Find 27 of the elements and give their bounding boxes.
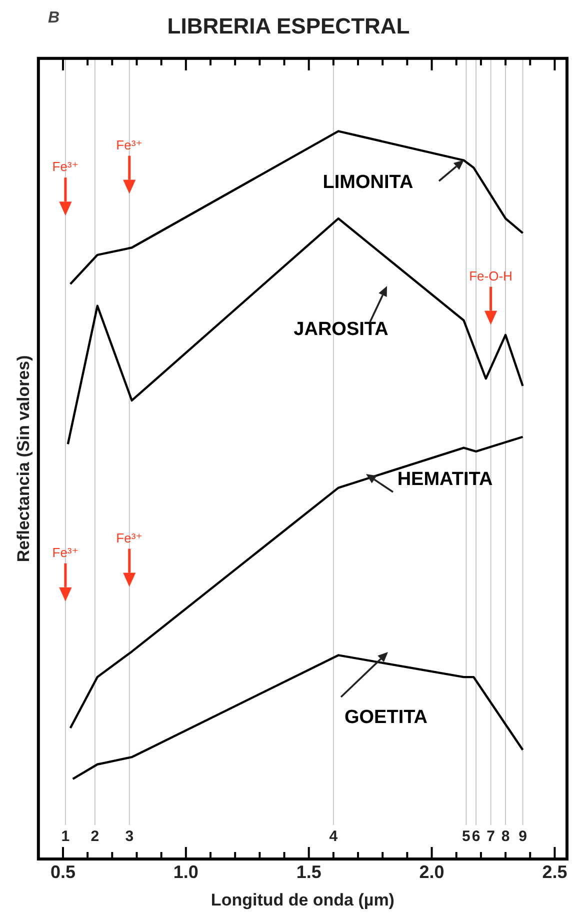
x-tick-label: 0.5 [50, 862, 76, 882]
x-tick-label: 2.0 [419, 862, 444, 882]
annotation: Fe³⁺ [52, 159, 79, 174]
annotation: Fe³⁺ [116, 530, 143, 546]
annotation: 6 [472, 828, 480, 846]
annotation: 2 [90, 828, 100, 846]
chart-title: LIBRERIA ESPECTRAL [167, 13, 410, 38]
series-label: GOETITA [344, 707, 428, 728]
annotation: 9 [518, 828, 527, 846]
annotation: 8 [501, 828, 510, 846]
series-label: HEMATITA [397, 469, 493, 490]
annotation: 7 [486, 828, 495, 846]
annotation: 1 [61, 828, 70, 846]
text: JAROSITA [294, 319, 389, 340]
annotation: Fe-O-H [469, 268, 512, 284]
annotation: 5 [462, 828, 470, 846]
x-tick-label: 1.5 [296, 862, 322, 882]
x-axis-title: Longitud de onda (µm) [210, 890, 394, 910]
annotation: 4 [329, 828, 338, 846]
annotation: Fe³⁺ [116, 137, 143, 152]
x-tick-label: 1.0 [173, 862, 198, 882]
x-tick-label: 2.5 [542, 862, 568, 882]
annotation: 3 [125, 828, 134, 846]
text: B [48, 9, 60, 26]
y-axis-title: Reflectancia (Sin valores) [14, 355, 33, 562]
series-label: LIMONITA [322, 172, 414, 194]
annotation: Fe³⁺ [52, 544, 79, 560]
